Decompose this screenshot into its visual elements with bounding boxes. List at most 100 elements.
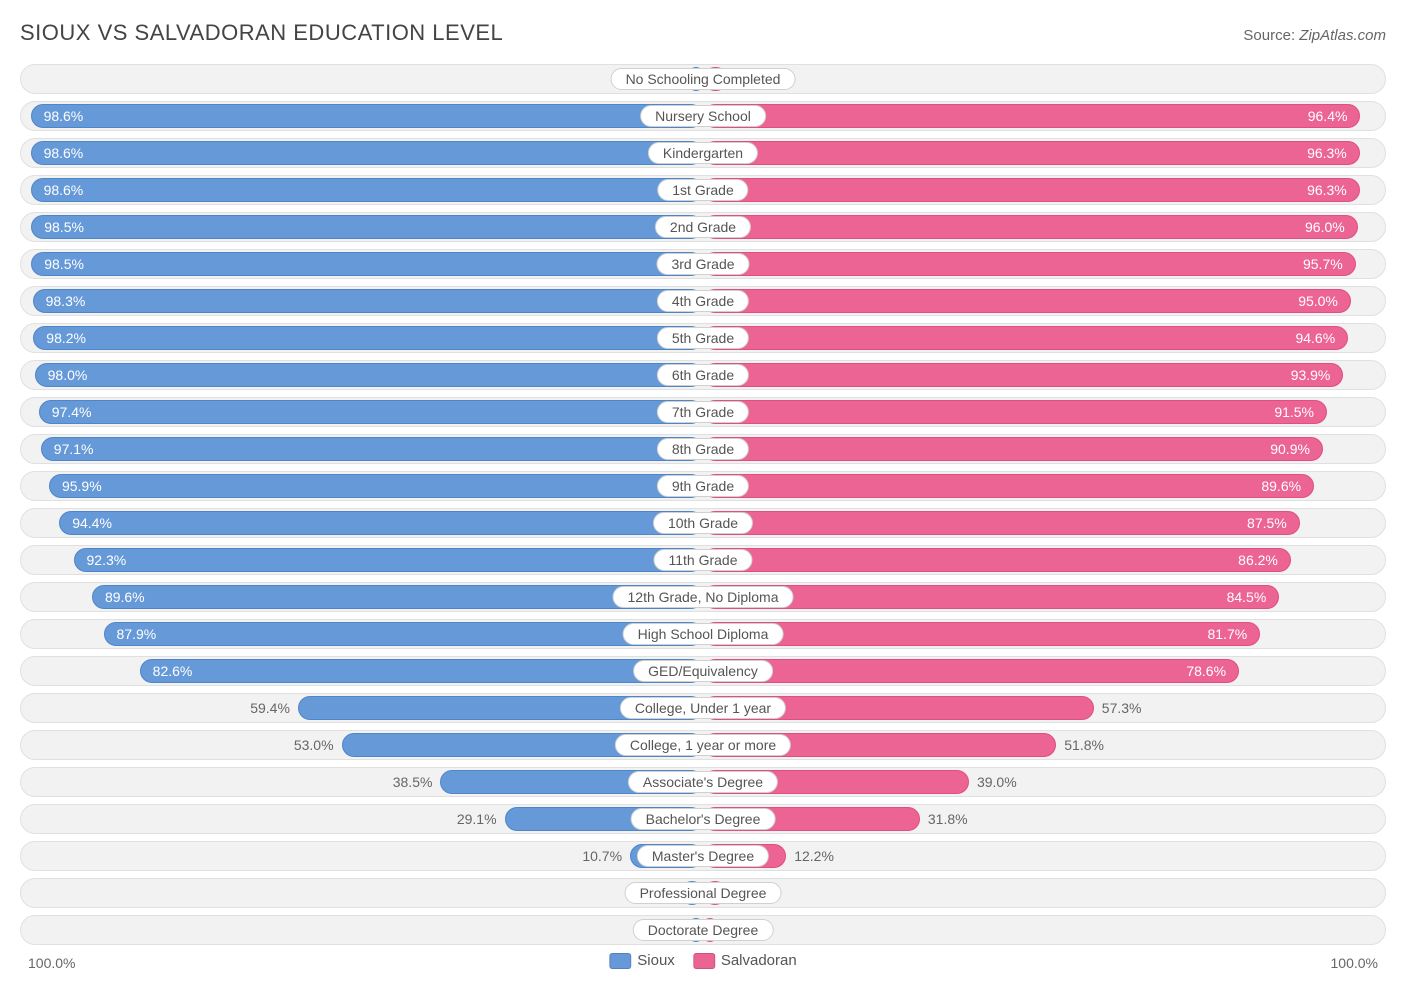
value-salvadoran: 94.6%	[1295, 330, 1335, 346]
value-sioux: 98.3%	[46, 293, 86, 309]
chart-row: 1.8%3.7%No Schooling Completed	[20, 64, 1386, 94]
category-label: 4th Grade	[657, 290, 749, 312]
bar-sioux: 98.6%	[31, 178, 703, 202]
value-sioux: 89.6%	[105, 589, 145, 605]
bar-salvadoran: 95.0%	[703, 289, 1351, 313]
diverging-bar-chart: 1.8%3.7%No Schooling Completed 98.6% 96.4%…	[20, 64, 1386, 945]
category-label: 10th Grade	[653, 512, 753, 534]
bar-salvadoran: 96.3%	[703, 178, 1360, 202]
value-sioux: 94.4%	[72, 515, 112, 531]
value-salvadoran: 93.9%	[1291, 367, 1331, 383]
value-sioux: 59.4%	[250, 694, 298, 722]
chart-row: 95.9% 89.6% 9th Grade	[20, 471, 1386, 501]
bar-sioux: 98.5%	[31, 252, 703, 276]
value-salvadoran: 84.5%	[1227, 589, 1267, 605]
value-salvadoran: 81.7%	[1207, 626, 1247, 642]
category-label: Master's Degree	[637, 845, 769, 867]
value-sioux: 98.2%	[46, 330, 86, 346]
chart-row: 87.9% 81.7% High School Diploma	[20, 619, 1386, 649]
bar-sioux: 94.4%	[59, 511, 703, 535]
value-salvadoran: 96.3%	[1307, 182, 1347, 198]
chart-row: 10.7% 12.2% Master's Degree	[20, 841, 1386, 871]
category-label: No Schooling Completed	[611, 68, 796, 90]
category-label: Kindergarten	[648, 142, 758, 164]
bar-salvadoran: 94.6%	[703, 326, 1348, 350]
category-label: Professional Degree	[625, 882, 782, 904]
bar-sioux: 98.3%	[33, 289, 703, 313]
chart-row: 89.6% 84.5% 12th Grade, No Diploma	[20, 582, 1386, 612]
bar-sioux: 97.1%	[41, 437, 703, 461]
bar-salvadoran: 95.7%	[703, 252, 1356, 276]
value-sioux: 98.6%	[44, 145, 84, 161]
bar-salvadoran: 96.3%	[703, 141, 1360, 165]
legend-swatch-sioux	[609, 953, 631, 969]
value-sioux: 98.5%	[44, 256, 84, 272]
value-sioux: 10.7%	[582, 842, 630, 870]
category-label: Bachelor's Degree	[631, 808, 776, 830]
category-label: 12th Grade, No Diploma	[613, 586, 794, 608]
value-salvadoran: 12.2%	[786, 842, 834, 870]
chart-row: 94.4% 87.5%10th Grade	[20, 508, 1386, 538]
category-label: 3rd Grade	[656, 253, 749, 275]
legend-label-sioux: Sioux	[637, 952, 675, 969]
legend-swatch-salvadoran	[693, 953, 715, 969]
legend: Sioux Salvadoran	[609, 952, 796, 969]
value-sioux: 95.9%	[62, 478, 102, 494]
category-label: 9th Grade	[657, 475, 749, 497]
chart-row: 1.5%1.5%Doctorate Degree	[20, 915, 1386, 945]
category-label: 1st Grade	[657, 179, 748, 201]
value-salvadoran: 96.4%	[1308, 108, 1348, 124]
value-sioux: 82.6%	[153, 663, 193, 679]
chart-row: 98.0%93.9%6th Grade	[20, 360, 1386, 390]
bar-salvadoran: 78.6%	[703, 659, 1239, 683]
chart-header: SIOUX VS SALVADORAN EDUCATION LEVEL Sour…	[20, 20, 1386, 46]
bar-sioux: 98.5%	[31, 215, 703, 239]
axis-max-right: 100.0%	[1331, 955, 1378, 971]
bar-sioux: 98.6%	[31, 141, 703, 165]
chart-title: SIOUX VS SALVADORAN EDUCATION LEVEL	[20, 20, 503, 46]
bar-sioux: 92.3%	[74, 548, 703, 572]
legend-label-salvadoran: Salvadoran	[721, 952, 797, 969]
value-sioux: 97.1%	[54, 441, 94, 457]
value-salvadoran: 51.8%	[1056, 731, 1104, 759]
value-salvadoran: 89.6%	[1261, 478, 1301, 494]
value-sioux: 98.6%	[44, 108, 84, 124]
bar-sioux: 98.0%	[35, 363, 703, 387]
category-label: Associate's Degree	[628, 771, 778, 793]
category-label: College, Under 1 year	[620, 697, 786, 719]
source-name: ZipAtlas.com	[1299, 27, 1386, 44]
chart-row: 97.4%91.5%7th Grade	[20, 397, 1386, 427]
bar-sioux: 97.4%	[39, 400, 703, 424]
value-salvadoran: 90.9%	[1270, 441, 1310, 457]
bar-sioux: 98.2%	[33, 326, 703, 350]
category-label: 11th Grade	[653, 549, 752, 571]
value-salvadoran: 95.7%	[1303, 256, 1343, 272]
category-label: GED/Equivalency	[633, 660, 773, 682]
category-label: 5th Grade	[657, 327, 749, 349]
value-salvadoran: 96.0%	[1305, 219, 1345, 235]
bar-sioux: 95.9%	[49, 474, 703, 498]
bar-salvadoran: 87.5%	[703, 511, 1300, 535]
chart-row: 98.3% 95.0%4th Grade	[20, 286, 1386, 316]
chart-row: 59.4%57.3%College, Under 1 year	[20, 693, 1386, 723]
chart-row: 38.5%39.0%Associate's Degree	[20, 767, 1386, 797]
chart-row: 29.1%31.8%Bachelor's Degree	[20, 804, 1386, 834]
value-sioux: 98.0%	[48, 367, 88, 383]
axis-max-left: 100.0%	[28, 955, 75, 971]
value-salvadoran: 31.8%	[920, 805, 968, 833]
value-sioux: 87.9%	[117, 626, 157, 642]
bar-salvadoran: 91.5%	[703, 400, 1327, 424]
category-label: High School Diploma	[623, 623, 784, 645]
chart-row: 98.2% 94.6% 5th Grade	[20, 323, 1386, 353]
chart-row: 82.6% 78.6% GED/Equivalency	[20, 656, 1386, 686]
bar-sioux: 89.6%	[92, 585, 703, 609]
bar-salvadoran: 81.7%	[703, 622, 1260, 646]
bar-salvadoran: 93.9%	[703, 363, 1343, 387]
value-salvadoran: 91.5%	[1274, 404, 1314, 420]
value-salvadoran: 78.6%	[1186, 663, 1226, 679]
chart-row: 97.1%90.9%8th Grade	[20, 434, 1386, 464]
chart-source: Source: ZipAtlas.com	[1243, 27, 1386, 44]
value-sioux: 53.0%	[294, 731, 342, 759]
bar-salvadoran: 90.9%	[703, 437, 1323, 461]
category-label: College, 1 year or more	[615, 734, 791, 756]
